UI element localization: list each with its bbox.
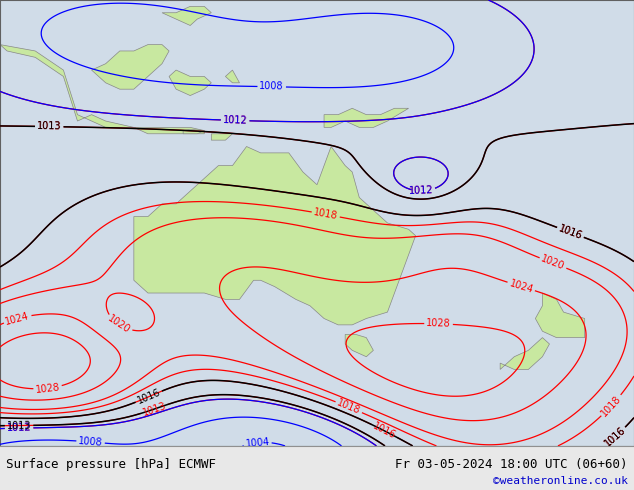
Text: 1008: 1008 <box>78 436 103 448</box>
Polygon shape <box>535 293 585 338</box>
Text: 1013: 1013 <box>37 122 61 132</box>
Text: 1016: 1016 <box>602 425 627 449</box>
Text: 1016: 1016 <box>602 425 627 449</box>
Text: 1028: 1028 <box>426 318 451 329</box>
Text: Fr 03-05-2024 18:00 UTC (06+60): Fr 03-05-2024 18:00 UTC (06+60) <box>395 458 628 471</box>
Polygon shape <box>162 6 211 25</box>
Text: 1016: 1016 <box>557 223 584 242</box>
Polygon shape <box>0 45 204 134</box>
Polygon shape <box>211 134 233 140</box>
Polygon shape <box>226 70 240 83</box>
Text: 1016: 1016 <box>372 421 398 441</box>
Text: 1018: 1018 <box>599 393 623 418</box>
Polygon shape <box>134 147 416 325</box>
Polygon shape <box>169 70 211 96</box>
Text: 1012: 1012 <box>6 423 32 433</box>
Text: 1024: 1024 <box>508 278 534 295</box>
Text: 1012: 1012 <box>408 185 434 196</box>
Text: Surface pressure [hPa] ECMWF: Surface pressure [hPa] ECMWF <box>6 458 216 471</box>
Text: 1020: 1020 <box>106 314 133 336</box>
Text: 1004: 1004 <box>245 437 270 448</box>
Text: 1013: 1013 <box>37 122 61 132</box>
Text: 1028: 1028 <box>35 382 60 394</box>
Text: 1013: 1013 <box>141 400 167 417</box>
Text: 1012: 1012 <box>223 115 248 126</box>
Polygon shape <box>183 129 204 134</box>
Text: 1012: 1012 <box>223 115 248 126</box>
Polygon shape <box>324 108 408 127</box>
Text: 1008: 1008 <box>259 81 284 92</box>
Text: 1020: 1020 <box>540 254 566 272</box>
Polygon shape <box>91 45 169 89</box>
Text: 1012: 1012 <box>408 185 434 196</box>
Text: 1018: 1018 <box>335 398 362 416</box>
Text: ©weatheronline.co.uk: ©weatheronline.co.uk <box>493 476 628 487</box>
Polygon shape <box>345 335 373 357</box>
Text: 1016: 1016 <box>136 387 162 406</box>
Polygon shape <box>500 338 550 369</box>
Text: 1024: 1024 <box>4 311 30 327</box>
Text: 1018: 1018 <box>313 207 339 221</box>
Text: 1012: 1012 <box>6 423 32 433</box>
Text: 1016: 1016 <box>557 223 584 242</box>
Text: 1013: 1013 <box>7 420 31 431</box>
